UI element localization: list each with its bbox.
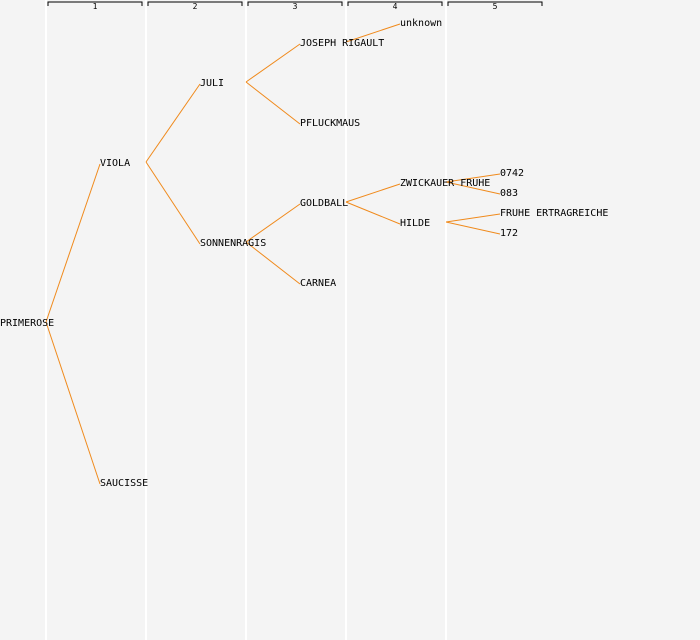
generation-header-bracket-4 [347,1,443,6]
node-hilde[interactable]: HILDE [400,218,430,229]
node-primerose[interactable]: PRIMEROSE [0,318,54,329]
generation-header-label: 2 [193,2,198,11]
node-n172[interactable]: 172 [500,228,518,239]
edge-sonnenragis-to-carnea [245,241,301,285]
edge-goldball-to-zwickauer-fruhe [345,183,401,203]
edge-joseph-rigault-to-unknown [345,23,401,43]
edge-juli-to-joseph-rigault [245,43,301,83]
generation-header-label: 5 [493,2,498,11]
node-n0742[interactable]: 0742 [500,168,524,179]
edge-hilde-to-n172 [445,221,501,235]
generation-header-bracket-3 [247,1,343,6]
node-n083[interactable]: 083 [500,188,518,199]
generation-header-label: 1 [93,2,98,11]
generation-header-label: 3 [293,2,298,11]
generation-header-label: 4 [393,2,398,11]
edge-primerose-to-viola [45,163,101,323]
edge-juli-to-pfluckmaus [245,81,301,125]
edge-viola-to-sonnenragis [145,161,201,245]
node-fruhe-ertragreiche[interactable]: FRUHE ERTRAGREICHE [500,208,608,219]
node-zwickauer-fruhe[interactable]: ZWICKAUER FRUHE [400,178,490,189]
node-unknown[interactable]: unknown [400,18,442,29]
generation-headers: 1 2 3 4 5 [47,1,543,11]
edge-sonnenragis-to-goldball [245,203,301,243]
edge-zwickauer-fruhe-to-n083 [445,181,501,195]
node-pfluckmaus[interactable]: PFLUCKMAUS [300,118,360,129]
edge-zwickauer-fruhe-to-n0742 [445,173,501,183]
edge-primerose-to-saucisse [45,321,101,485]
generation-column-lines [45,0,447,640]
node-viola[interactable]: VIOLA [100,158,130,169]
node-saucisse[interactable]: SAUCISSE [100,478,148,489]
node-goldball[interactable]: GOLDBALL [300,198,348,209]
tree-edges [45,23,501,485]
edge-viola-to-juli [145,83,201,163]
tree-node-labels: PRIMEROSE VIOLA SAUCISSE JULI SONNENRAGIS JOS… [0,18,608,489]
generation-header-bracket-1 [47,1,143,6]
node-sonnenragis[interactable]: SONNENRAGIS [200,238,266,249]
edge-goldball-to-hilde [345,201,401,225]
generation-header-bracket-5 [447,1,543,6]
generation-header-bracket-2 [147,1,243,6]
node-joseph-rigault[interactable]: JOSEPH RIGAULT [300,38,384,49]
node-juli[interactable]: JULI [200,78,224,89]
edge-hilde-to-fruhe-ertragreiche [445,213,501,223]
node-carnea[interactable]: CARNEA [300,278,336,289]
